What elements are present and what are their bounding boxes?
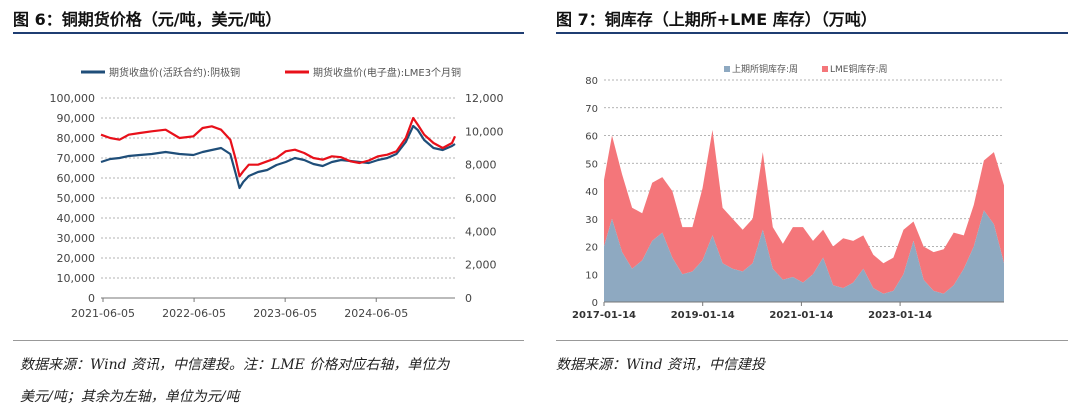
x-tick-label: 2023-06-05 [253,307,317,320]
y-right-tick-label: 0 [465,292,472,305]
y-left-tick-label: 50,000 [57,192,96,205]
y-right-tick-label: 10,000 [465,125,504,138]
y-right-tick-label: 8,000 [465,159,497,172]
y-left-tick-label: 10,000 [57,272,96,285]
series-line-lme-copper [100,116,457,178]
x-tick-label: 2017-01-14 [572,310,636,321]
figure-7-title-rule [556,32,1068,34]
copper-futures-price-chart: 期货收盘价(活跃合约):阴极铜 期货收盘价(电子盘):LME3个月铜 0 10,0… [50,66,504,320]
chart-axes: 0 10,000 20,000 30,000 40,000 50,000 60,000 70,… [50,92,504,320]
x-tick-label: 2021-01-14 [769,310,833,321]
y-right-tick-label: 6,000 [465,192,497,205]
chart-series [604,129,1004,302]
y-tick-label: 20 [585,243,598,254]
legend-label-lme-copper: 期货收盘价(电子盘):LME3个月铜 [313,66,461,79]
y-tick-label: 10 [585,270,598,281]
figure-6-source-line-1: 数据来源：Wind 资讯，中信建投。注：LME 价格对应右轴，单位为 [20,357,450,373]
legend-label-lme-inventory: LME铜库存:周 [830,63,888,75]
y-tick-label: 80 [585,76,598,87]
chart-grid [101,97,455,279]
x-tick-label: 2021-06-05 [71,307,135,320]
chart-legend: 上期所铜库存:周 LME铜库存:周 [724,63,888,75]
y-left-tick-label: 70,000 [57,152,96,165]
figure-6-source-divider [13,340,524,341]
figure-6-title-rule [13,32,524,34]
y-left-tick-label: 100,000 [50,92,96,105]
copper-inventory-chart: 上期所铜库存:周 LME铜库存:周 0 10 20 30 40 50 60 70 80 2017-… [572,63,1004,321]
x-tick-label: 2024-06-05 [344,307,408,320]
legend-label-shfe-copper: 期货收盘价(活跃合约):阴极铜 [109,66,240,79]
x-tick-label: 2022-06-05 [162,307,226,320]
chart-series [100,116,457,190]
figure-6-source-line-2: 美元/吨；其余为左轴，单位为元/吨 [20,389,240,405]
chart-legend: 期货收盘价(活跃合约):阴极铜 期货收盘价(电子盘):LME3个月铜 [81,66,461,79]
y-right-tick-label: 4,000 [465,225,497,238]
y-left-tick-label: 40,000 [57,212,96,225]
series-line-shfe-copper [100,124,456,190]
y-right-tick-label: 12,000 [465,92,504,105]
legend-swatch-lme-inventory [822,66,828,72]
chart-axes: 0 10 20 30 40 50 60 70 80 2017-01-14 2019-01-14 202… [572,76,1004,321]
series-area-shfe-inventory [604,210,1004,302]
figure-7-source-divider [556,340,1068,341]
x-tick-label: 2019-01-14 [671,310,735,321]
y-left-tick-label: 60,000 [57,172,96,185]
y-tick-label: 50 [585,159,598,170]
y-tick-label: 70 [585,104,598,115]
y-left-tick-label: 30,000 [57,232,96,245]
figure-6-title: 图 6：铜期货价格（元/吨，美元/吨） [13,10,282,29]
y-tick-label: 40 [585,187,598,198]
y-tick-label: 30 [585,215,598,226]
y-left-tick-label: 0 [88,292,95,305]
y-left-tick-label: 80,000 [57,132,96,145]
legend-swatch-shfe-inventory [724,66,730,72]
y-tick-label: 60 [585,132,598,143]
legend-label-shfe-inventory: 上期所铜库存:周 [732,63,798,75]
y-left-tick-label: 20,000 [57,252,96,265]
x-tick-label: 2023-01-14 [868,310,932,321]
y-left-tick-label: 90,000 [57,112,96,125]
figure-7-title: 图 7：铜库存（上期所+LME 库存）（万吨） [556,10,877,29]
y-tick-label: 0 [592,298,598,309]
y-right-tick-label: 2,000 [465,259,497,272]
figure-7-source-line-1: 数据来源：Wind 资讯，中信建投 [556,357,766,373]
series-area-lme-inventory [604,129,1004,294]
